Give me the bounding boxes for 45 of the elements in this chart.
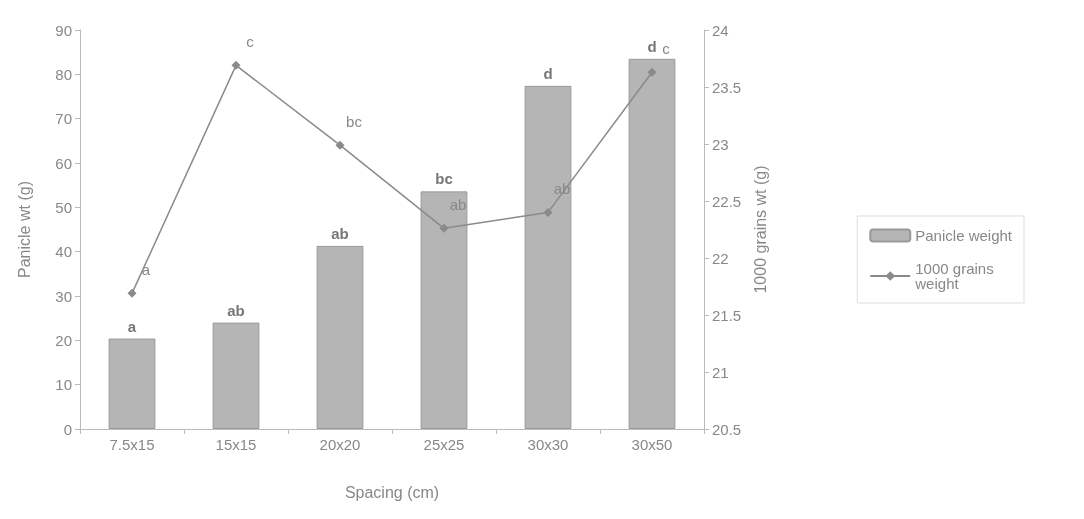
y-tick-label: 20 [55, 331, 72, 349]
y-tick-label: 90 [55, 21, 72, 39]
legend-label: 1000 grains weight [914, 260, 998, 292]
data-label: d [543, 64, 553, 82]
y2-tick-label: 24 [712, 21, 729, 39]
data-label: d [647, 37, 657, 55]
x-tick-label: 25x25 [423, 436, 465, 453]
y-tick-label: 60 [55, 154, 72, 172]
point [439, 223, 449, 233]
x-axis-title: Spacing (cm) [344, 483, 440, 501]
y-axis-title: Panicle wt (g) [15, 181, 33, 278]
y2-tick-label: 22.5 [712, 192, 742, 210]
y-tick-label: 80 [55, 65, 72, 83]
data-label: a [127, 317, 137, 335]
y2-tick-label: 22 [712, 249, 729, 267]
data-label: c [662, 39, 671, 57]
y-tick-label: 40 [55, 243, 72, 261]
point [543, 207, 553, 217]
y-tick-label: 10 [55, 376, 72, 394]
y2-tick-label: 21.5 [712, 306, 742, 324]
y-tick-label: 30 [55, 287, 72, 305]
y2-tick-label: 21 [712, 363, 729, 381]
x-tick-label: 30x30 [527, 436, 569, 453]
point [647, 67, 657, 77]
y2-tick-label: 23 [712, 135, 729, 153]
data-label: bc [346, 112, 363, 130]
data-label: ab [331, 224, 349, 242]
y2-axis-title: 1000 grains wt (g) [751, 165, 769, 294]
x-tick-label: 20x20 [319, 436, 361, 453]
legend-label: Panicle weight [915, 227, 1013, 244]
y-tick-label: 70 [55, 110, 72, 128]
point [231, 60, 241, 70]
data-label: c [246, 32, 255, 50]
data-label: a [141, 260, 151, 278]
y-tick-label: 0 [63, 420, 72, 438]
data-label: ab [227, 301, 245, 319]
x-tick-label: 7.5x15 [109, 436, 155, 453]
y-tick-label: 50 [55, 198, 72, 216]
y2-tick-label: 20.5 [712, 420, 742, 438]
point [127, 288, 137, 298]
y2-tick-label: 23.5 [712, 78, 742, 96]
data-label: bc [435, 170, 453, 188]
x-tick-label: 15x15 [215, 436, 257, 453]
x-tick-label: 30x50 [631, 436, 673, 453]
point [335, 140, 345, 150]
